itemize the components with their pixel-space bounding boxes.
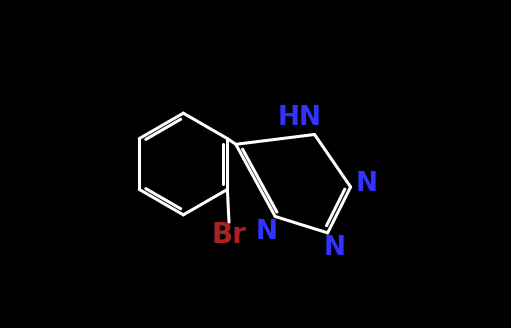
Text: N: N xyxy=(356,171,378,197)
Text: HN: HN xyxy=(278,105,322,131)
Text: N: N xyxy=(256,219,278,245)
Text: Br: Br xyxy=(212,221,246,249)
Text: N: N xyxy=(324,235,346,261)
